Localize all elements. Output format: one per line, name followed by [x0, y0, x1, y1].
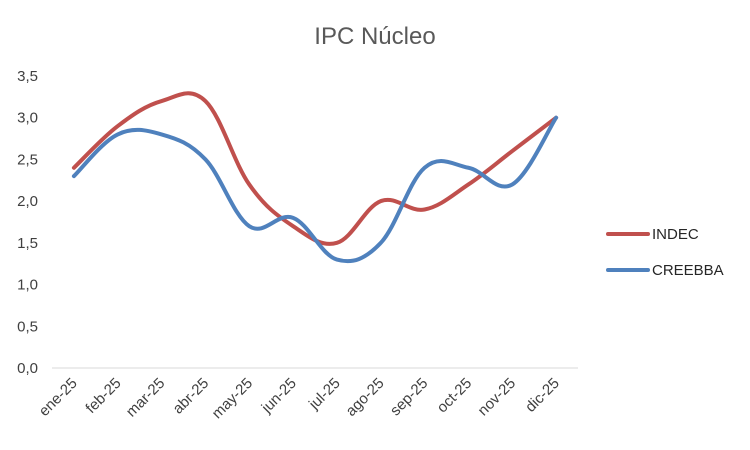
y-tick-label: 1,5: [17, 235, 38, 252]
y-tick-label: 0,5: [17, 318, 38, 335]
x-tick-label: ago-25: [343, 375, 388, 420]
x-tick-label: nov-25: [475, 375, 519, 419]
x-tick-label: dic-25: [522, 375, 563, 416]
x-tick-label: sep-25: [387, 375, 431, 419]
x-tick-label: ene-25: [36, 375, 81, 420]
y-tick-label: 1,0: [17, 277, 38, 294]
x-tick-label: may-25: [209, 375, 256, 422]
chart-title: IPC Núcleo: [314, 23, 435, 50]
x-tick-label: jul-25: [305, 375, 344, 414]
y-tick-label: 0,0: [17, 360, 38, 377]
y-tick-label: 3,0: [17, 110, 38, 127]
series-line-indec: [71, 91, 559, 246]
y-tick-label: 3,5: [17, 68, 38, 85]
x-tick-label: oct-25: [434, 375, 476, 417]
legend: INDEC CREEBBA: [606, 226, 724, 279]
legend-label-creebba: CREEBBA: [652, 262, 724, 279]
legend-label-indec: INDEC: [652, 226, 699, 243]
x-tick-label: jun-25: [258, 375, 300, 417]
series-line-creebba: [71, 115, 559, 264]
y-axis-ticks: 0,0 0,5 1,0 1,5 2,0 2,5 3,0 3,5: [17, 68, 38, 377]
y-tick-label: 2,0: [17, 193, 38, 210]
x-tick-label: feb-25: [82, 375, 124, 417]
y-tick-label: 2,5: [17, 151, 38, 168]
x-tick-label: abr-25: [170, 375, 213, 418]
x-tick-label: mar-25: [123, 375, 169, 421]
series-lines: [71, 91, 559, 264]
